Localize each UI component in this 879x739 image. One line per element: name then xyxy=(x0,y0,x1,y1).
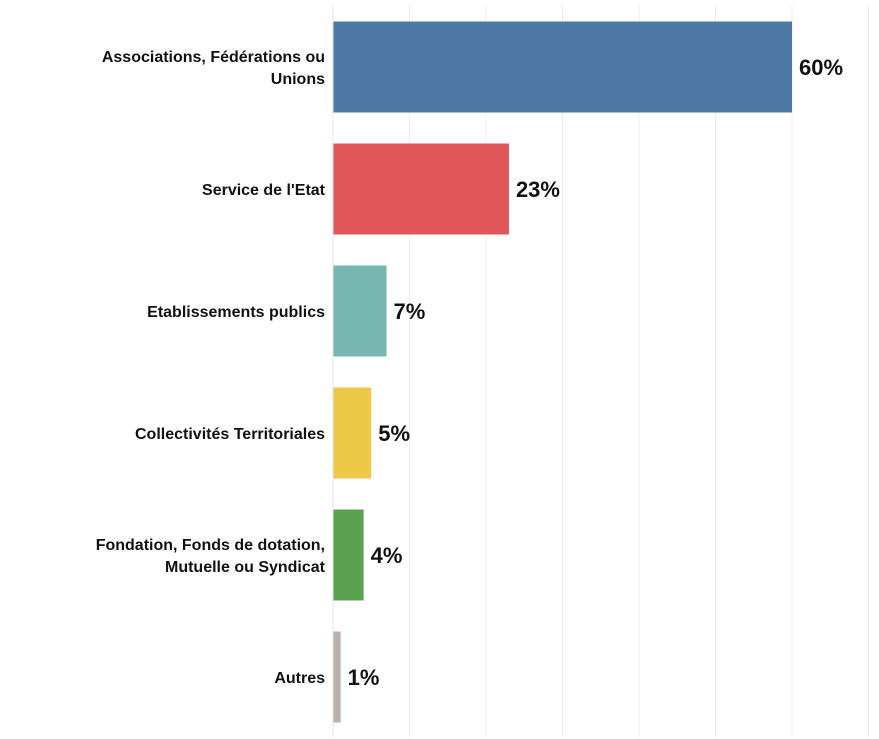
bar-4 xyxy=(333,509,364,601)
category-label-0-line-0: Associations, Fédérations ou xyxy=(102,49,325,66)
bars xyxy=(333,21,792,723)
value-label-4: 4% xyxy=(371,543,403,568)
category-label-1: Service de l'Etat xyxy=(202,182,326,199)
gridlines xyxy=(332,5,869,737)
value-label-3: 5% xyxy=(378,421,410,446)
bar-5 xyxy=(333,631,341,723)
category-label-0-line-1: Unions xyxy=(271,71,325,88)
value-label-1: 23% xyxy=(516,177,560,202)
bar-1 xyxy=(333,143,509,235)
bar-3 xyxy=(333,387,372,479)
value-label-2: 7% xyxy=(394,299,426,324)
category-label-4-line-0: Fondation, Fonds de dotation, xyxy=(96,537,325,554)
bar-0 xyxy=(333,21,792,113)
value-label-0: 60% xyxy=(799,55,843,80)
category-label-4-line-1: Mutuelle ou Syndicat xyxy=(165,559,326,576)
value-label-5: 1% xyxy=(348,665,380,690)
category-label-5: Autres xyxy=(274,670,325,687)
bar-2 xyxy=(333,265,387,357)
category-labels: Associations, Fédérations ou Unions Servic… xyxy=(96,49,326,687)
category-label-3: Collectivités Territoriales xyxy=(135,426,325,443)
category-label-2: Etablissements publics xyxy=(147,304,325,321)
value-labels: 60% 23% 7% 5% 4% 1% xyxy=(348,55,843,690)
